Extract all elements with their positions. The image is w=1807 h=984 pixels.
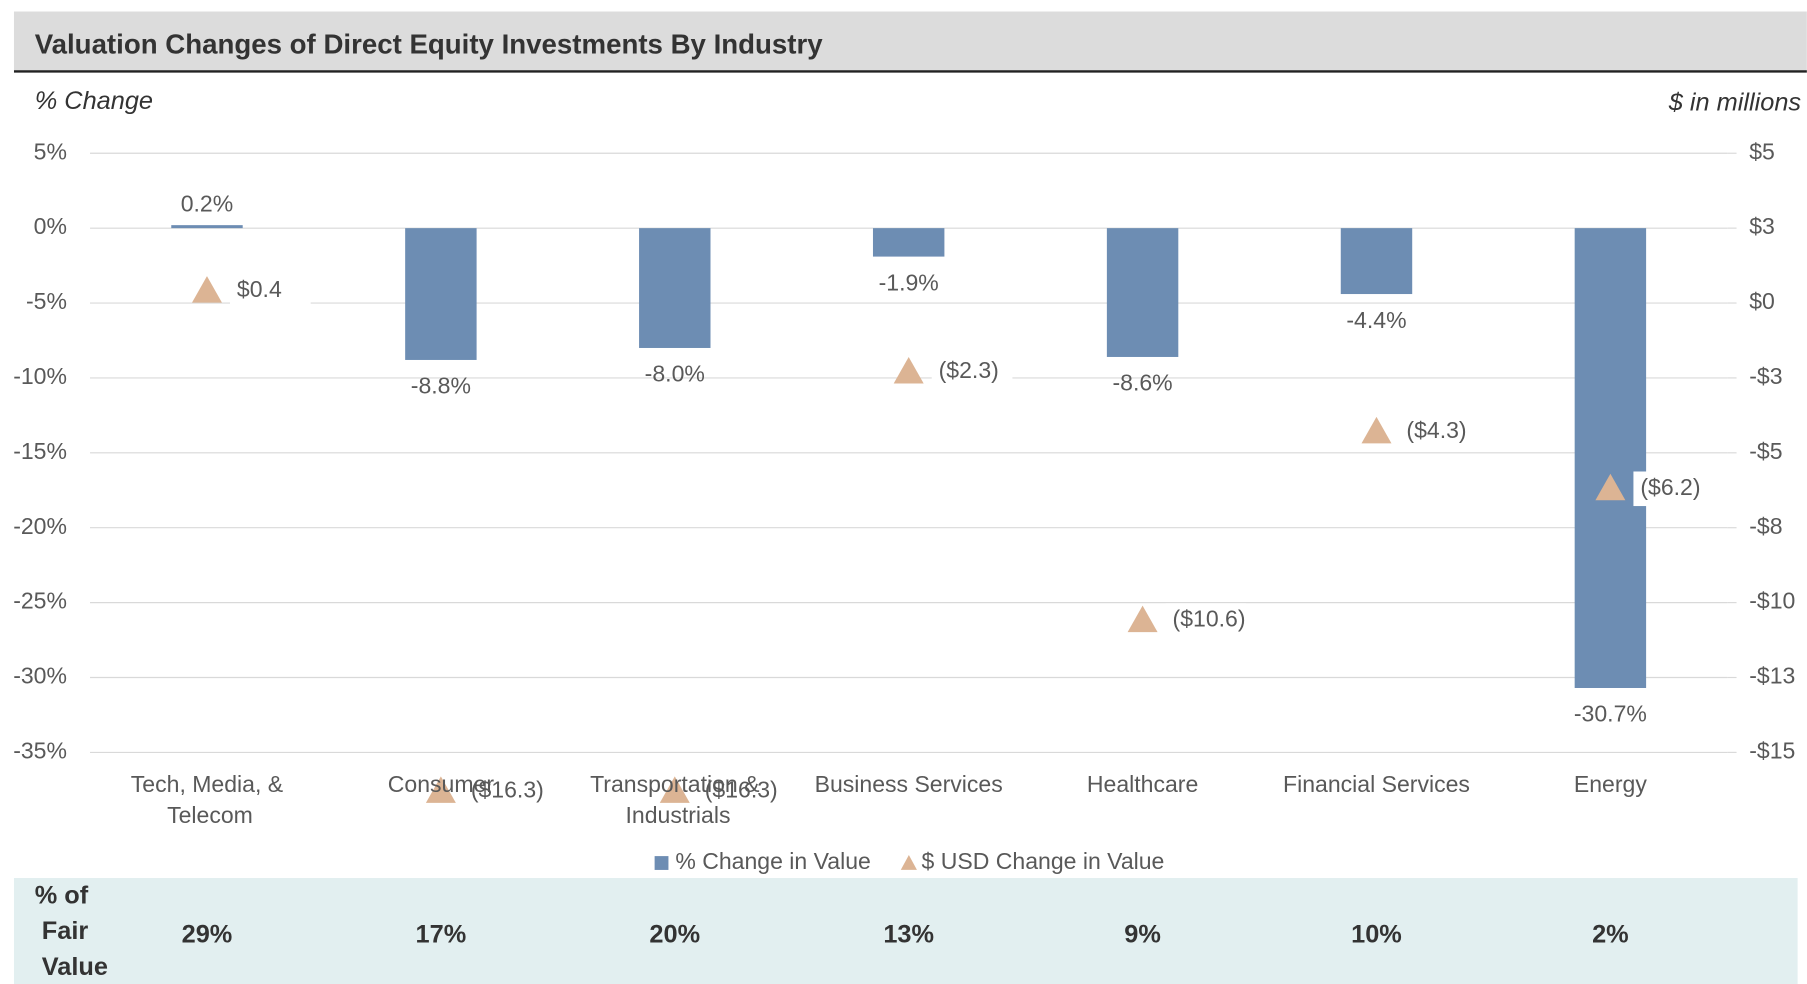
- legend-label: $ USD Change in Value: [922, 848, 1165, 874]
- y-axis-title: % Change: [35, 87, 153, 115]
- legend-label: % Change in Value: [675, 848, 870, 874]
- y-tick-label: -15%: [13, 438, 67, 464]
- triangle-marker: [893, 356, 924, 384]
- point-value-label: ($10.6): [1173, 606, 1246, 632]
- y2-tick-label: $0: [1749, 288, 1775, 314]
- y-tick-label: -10%: [13, 363, 67, 389]
- x-tick-label: Consumer: [388, 771, 495, 797]
- y-tick-label: -35%: [13, 737, 67, 763]
- x-tick-label: Transportation & Industrials: [590, 771, 759, 828]
- y2-tick-label: -$15: [1749, 737, 1795, 763]
- table-cell: 13%: [883, 920, 934, 948]
- y2-tick-label: -$8: [1749, 513, 1782, 539]
- y-tick-label: -20%: [13, 513, 67, 539]
- triangle-marker: [659, 776, 690, 803]
- label-background: [1633, 471, 1715, 507]
- y2-axis-title: $ in millions: [1668, 88, 1802, 116]
- bar-value-label: -8.6%: [1113, 370, 1173, 396]
- label-background: [931, 354, 1013, 390]
- table-cell: 9%: [1124, 920, 1161, 948]
- bar: [1574, 228, 1647, 688]
- bar-value-label: -8.0%: [645, 361, 705, 387]
- triangle-marker: [192, 276, 222, 303]
- bar: [1340, 228, 1413, 295]
- y2-tick-label: $3: [1749, 213, 1775, 239]
- bar-value-label: -8.8%: [411, 373, 471, 399]
- table-cell: 29%: [182, 920, 233, 948]
- y-tick-label: -25%: [13, 588, 67, 614]
- legend-swatch: [900, 854, 917, 870]
- point-value-label: $0.4: [237, 276, 282, 302]
- x-tick-label: Financial Services: [1283, 771, 1470, 797]
- bar: [1106, 228, 1179, 357]
- y2-tick-label: -$13: [1749, 663, 1795, 689]
- label-background: [230, 273, 311, 309]
- table-cell: 20%: [649, 920, 700, 948]
- label-background: [1399, 414, 1481, 450]
- y2-tick-label: $5: [1749, 138, 1775, 164]
- triangle-marker: [425, 776, 456, 803]
- table-cell: 17%: [416, 920, 467, 948]
- point-value-label: ($2.3): [939, 357, 999, 383]
- point-value-label: ($4.3): [1406, 417, 1466, 443]
- y2-tick-label: -$5: [1749, 438, 1782, 464]
- point-value-label: ($16.3): [471, 776, 544, 802]
- y-tick-label: 5%: [34, 138, 67, 164]
- label-background: [697, 774, 779, 809]
- triangle-marker: [1595, 473, 1626, 501]
- y-tick-label: -30%: [13, 663, 67, 689]
- y2-tick-label: -$3: [1749, 363, 1782, 389]
- bar-value-label: -1.9%: [879, 269, 939, 295]
- bar: [872, 228, 945, 257]
- table-cell: 2%: [1592, 920, 1629, 948]
- x-tick-label: Healthcare: [1087, 771, 1198, 797]
- y2-tick-label: -$10: [1749, 588, 1795, 614]
- table-band: [13, 877, 1798, 984]
- chart-title: Valuation Changes of Direct Equity Inves…: [35, 28, 824, 59]
- label-background: [463, 774, 545, 809]
- table-row-label: % of Fair Value: [35, 881, 108, 980]
- triangle-marker: [1127, 605, 1158, 633]
- bar: [639, 228, 711, 348]
- table-cell: 10%: [1351, 920, 1402, 948]
- legend-swatch: [654, 856, 669, 870]
- triangle-marker: [1361, 416, 1392, 444]
- label-background: [1165, 603, 1247, 638]
- x-tick-label: Business Services: [815, 771, 1003, 797]
- point-value-label: ($16.3): [705, 776, 778, 802]
- point-value-label: ($6.2): [1640, 474, 1700, 500]
- header-band: [13, 11, 1807, 72]
- bar-value-label: -4.4%: [1346, 307, 1406, 333]
- bar-value-label: 0.2%: [181, 191, 234, 217]
- bar-value-label: -30.7%: [1574, 701, 1647, 727]
- x-tick-label: Tech, Media, & Telecom: [131, 771, 283, 828]
- bar: [171, 225, 243, 229]
- bar: [405, 228, 477, 360]
- x-tick-label: Energy: [1574, 771, 1647, 797]
- y-tick-label: -5%: [26, 288, 67, 314]
- y-tick-label: 0%: [34, 213, 67, 239]
